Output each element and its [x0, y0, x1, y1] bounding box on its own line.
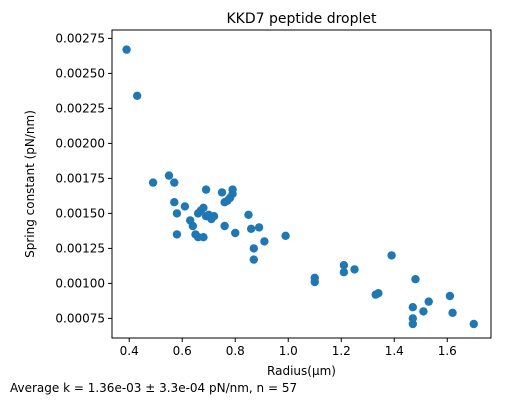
x-tick-label: 0.8: [226, 344, 245, 358]
data-point: [209, 212, 219, 221]
data-point: [424, 297, 433, 306]
summary-caption: Average k = 1.36e-03 ± 3.3e-04 pN/nm, n …: [10, 381, 298, 395]
data-points: [122, 45, 478, 329]
data-point: [246, 224, 256, 233]
data-point: [249, 244, 258, 253]
data-point: [170, 178, 179, 187]
x-tick-label: 1.4: [385, 344, 404, 358]
data-point: [445, 291, 455, 301]
x-tick-label: 1.2: [332, 344, 351, 358]
data-point: [244, 210, 253, 219]
x-tick-label: 1.0: [279, 344, 298, 358]
data-point: [260, 237, 269, 246]
y-tick-label: 0.00075: [55, 311, 105, 325]
data-point: [350, 265, 359, 274]
x-tick-label: 0.4: [120, 344, 139, 358]
data-point: [199, 233, 208, 242]
data-point: [122, 45, 131, 54]
y-tick-label: 0.00100: [55, 276, 105, 290]
data-point: [172, 230, 182, 239]
data-point: [132, 91, 142, 101]
data-point: [170, 198, 179, 207]
data-point: [411, 275, 420, 284]
data-point: [201, 185, 211, 194]
data-point: [387, 251, 396, 260]
data-point: [254, 223, 264, 232]
plot-area-frame: [111, 29, 492, 339]
data-point: [419, 307, 428, 316]
y-tick-label: 0.00200: [55, 136, 105, 150]
data-point: [228, 185, 237, 194]
data-point: [339, 261, 349, 270]
x-axis-label: Radius(μm): [267, 364, 336, 378]
chart-title: KKD7 peptide droplet: [227, 11, 378, 27]
x-axis-ticks: 0.4 0.6 0.8 1.0 1.2 1.4 1.6: [120, 338, 457, 358]
data-point: [164, 171, 174, 180]
data-point: [448, 308, 457, 317]
data-point: [281, 231, 290, 240]
data-point: [217, 188, 227, 197]
x-tick-label: 0.6: [173, 344, 192, 358]
data-point: [199, 203, 208, 212]
data-point: [180, 202, 190, 211]
data-point: [188, 221, 198, 231]
data-point: [231, 228, 240, 238]
data-point: [408, 303, 418, 312]
y-tick-label: 0.00225: [55, 101, 105, 115]
data-point: [172, 209, 182, 218]
data-point: [408, 319, 418, 329]
data-point: [374, 289, 383, 298]
x-tick-label: 1.6: [438, 344, 457, 358]
y-axis-label: Spring constant (pN/nm): [23, 110, 37, 258]
y-tick-label: 0.00125: [55, 241, 105, 255]
y-axis-ticks: 0.00075 0.00100 0.00125 0.00150 0.00175 0.002…: [55, 31, 112, 325]
data-point: [310, 277, 319, 287]
y-tick-label: 0.00275: [55, 31, 105, 45]
data-point: [339, 268, 349, 277]
data-point: [249, 255, 258, 264]
y-tick-label: 0.00150: [55, 206, 105, 220]
data-point: [148, 178, 158, 187]
y-tick-label: 0.00175: [55, 171, 105, 185]
data-point: [469, 319, 478, 329]
y-tick-label: 0.00250: [55, 66, 105, 80]
data-point: [220, 221, 229, 231]
